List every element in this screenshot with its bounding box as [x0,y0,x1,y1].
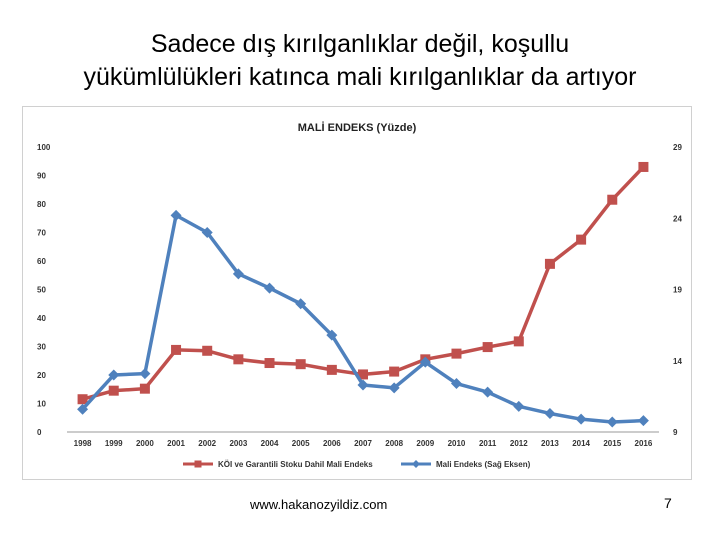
data-point [295,298,307,310]
data-point [544,407,556,419]
right-axis-ticks: 9 14 19 24 29 [673,143,682,437]
x-tick-label: 2004 [261,439,279,448]
right-tick-label: 9 [673,428,678,437]
right-tick-label: 29 [673,143,682,152]
data-point [171,344,182,355]
data-point [482,386,494,398]
right-tick-label: 14 [673,357,682,366]
data-point [607,194,618,205]
series-line [82,165,645,401]
left-tick-label: 90 [37,172,46,181]
series-2 [77,209,649,428]
chart-frame: MALİ ENDEKS (Yüzde) 0 10 20 30 40 50 60 70 80 90 1… [22,106,692,480]
data-point [638,161,649,172]
data-point [233,354,244,365]
left-tick-label: 80 [37,200,46,209]
x-tick-label: 1998 [74,439,92,448]
right-tick-label: 19 [673,286,682,295]
x-tick-label: 2016 [635,439,653,448]
footer-url: www.hakanozyildiz.com [250,497,388,512]
left-tick-label: 50 [37,286,46,295]
legend-label: Mali Endeks (Sağ Eksen) [436,460,531,469]
x-tick-label: 2015 [603,439,621,448]
series-line [81,213,644,424]
data-point [606,416,618,428]
data-point [544,258,555,269]
x-tick-label: 2013 [541,439,559,448]
left-tick-label: 70 [37,229,46,238]
x-tick-label: 2001 [167,439,185,448]
slide-title-line2: yükümlülükleri katınca mali kırılganlıkl… [83,63,637,91]
data-point [388,382,400,394]
series-1 [77,161,649,405]
data-point [451,348,462,359]
x-axis-ticks: 1998 1999 2000 2001 2002 2003 2004 2005 2006 2007… [74,439,653,448]
data-point [77,394,88,405]
data-point [139,368,151,380]
data-point [389,366,400,377]
data-point [576,234,587,245]
line-chart: MALİ ENDEKS (Yüzde) 0 10 20 30 40 50 60 70 80 90 1… [37,121,682,469]
chart-title: MALİ ENDEKS (Yüzde) [298,121,417,134]
x-tick-label: 2002 [198,439,216,448]
data-point [295,359,306,370]
data-point [139,383,150,394]
chart-legend: KÖI ve Garantili Stoku Dahil Mali Endeks… [183,460,531,469]
data-point [108,385,119,396]
x-tick-label: 2011 [479,439,497,448]
left-tick-label: 0 [37,428,42,437]
x-tick-label: 2009 [416,439,434,448]
data-point [357,379,369,391]
x-tick-label: 1999 [105,439,123,448]
data-point [170,209,182,221]
data-point [232,268,244,280]
legend-marker [194,460,202,468]
data-point [637,415,649,427]
legend-label: KÖI ve Garantili Stoku Dahil Mali Endeks [218,460,373,469]
x-tick-label: 2014 [572,439,590,448]
slide-title-line1: Sadece dış kırılganlıklar değil, koşullu [150,30,570,58]
data-point [108,369,120,381]
data-point [450,378,462,390]
x-tick-label: 2008 [385,439,403,448]
x-tick-label: 2010 [448,439,466,448]
data-point [77,403,89,415]
data-point [264,358,275,369]
x-tick-label: 2005 [292,439,310,448]
data-point [201,227,213,238]
left-tick-label: 60 [37,257,46,266]
left-tick-label: 40 [37,314,46,323]
data-point [513,400,525,412]
x-tick-label: 2007 [354,439,372,448]
data-point [575,413,587,425]
x-tick-label: 2000 [136,439,154,448]
data-point [419,356,431,368]
slide-number: 7 [664,495,672,511]
data-point [513,336,524,347]
left-tick-label: 30 [37,343,46,352]
data-point [202,345,213,356]
data-point [326,364,337,375]
x-tick-label: 2003 [229,439,247,448]
left-tick-label: 20 [37,371,46,380]
x-tick-label: 2006 [323,439,341,448]
right-tick-label: 24 [673,214,682,223]
data-point [264,282,276,294]
left-axis-ticks: 0 10 20 30 40 50 60 70 80 90 100 [37,143,51,437]
legend-marker [412,460,420,468]
series-layer [77,161,649,428]
slide-title: Sadece dış kırılganlıklar değil, koşullu… [20,28,700,94]
data-point [358,369,368,380]
left-tick-label: 100 [37,143,51,152]
left-tick-label: 10 [37,400,46,409]
data-point [482,342,493,353]
data-point [326,329,338,341]
x-tick-label: 2012 [510,439,528,448]
